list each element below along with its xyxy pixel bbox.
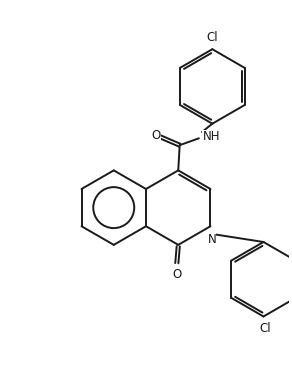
Text: Cl: Cl bbox=[206, 31, 218, 44]
Text: NH: NH bbox=[203, 130, 220, 143]
Text: Cl: Cl bbox=[259, 322, 271, 335]
Text: O: O bbox=[172, 268, 181, 281]
Text: O: O bbox=[152, 129, 161, 142]
Text: N: N bbox=[208, 232, 216, 246]
